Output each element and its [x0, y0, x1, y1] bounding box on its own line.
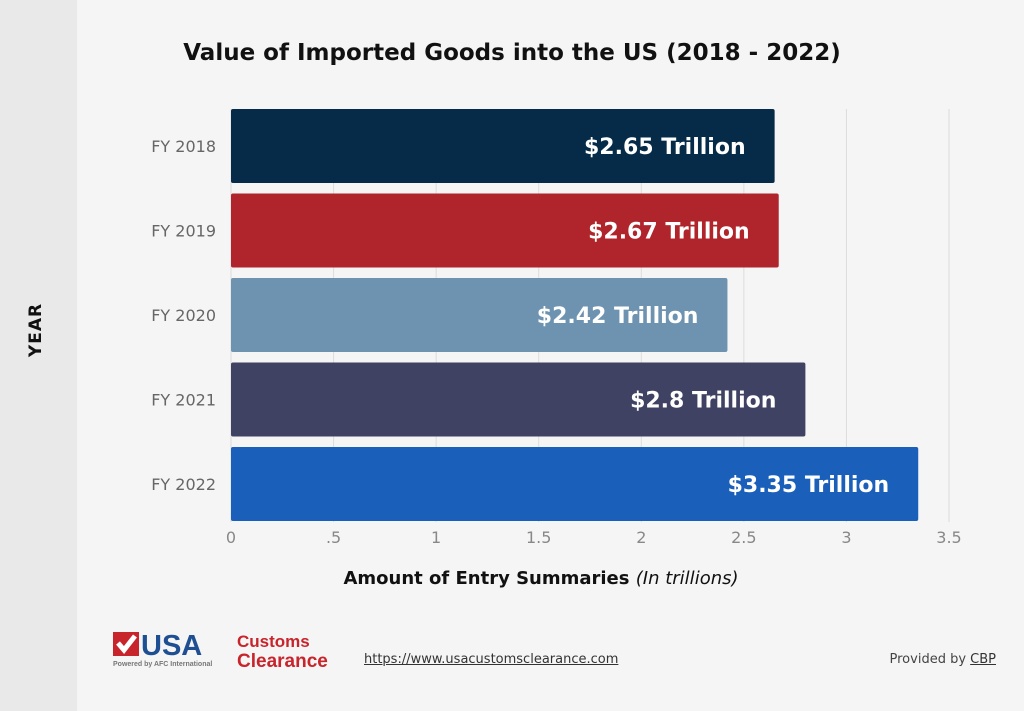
data-label: $3.35 Trillion	[728, 473, 890, 498]
logo-graphic: USA Customs Clearance Powered by AFC Int…	[113, 630, 328, 670]
x-tick-label: 3	[841, 528, 851, 547]
svg-text:Clearance: Clearance	[237, 651, 328, 670]
x-axis-label-text: Amount of Entry Summaries	[343, 568, 630, 589]
x-tick-label: 2.5	[731, 528, 756, 547]
provided-by: Provided by CBP	[890, 652, 996, 667]
bar	[231, 109, 775, 183]
data-label: $2.67 Trillion	[588, 220, 750, 245]
bar	[231, 447, 919, 521]
x-tick-label: 0	[226, 528, 236, 547]
y-tick-label: FY 2020	[151, 306, 216, 325]
chart-title: Value of Imported Goods into the US (201…	[0, 40, 1024, 66]
y-tick-label: FY 2021	[151, 391, 216, 410]
data-label: $2.65 Trillion	[584, 135, 746, 160]
bar	[231, 193, 779, 268]
y-tick-label: FY 2018	[151, 137, 216, 156]
x-tick-label: 1.5	[526, 528, 551, 547]
usa-customs-clearance-logo[interactable]: USA Customs Clearance Powered by AFC Int…	[113, 630, 343, 670]
y-tick-label: FY 2019	[151, 222, 216, 241]
x-axis-label-note: (In trillions)	[635, 568, 739, 589]
provided-by-label: Provided by	[889, 652, 971, 667]
x-tick-label: 2	[636, 528, 646, 547]
bar	[231, 278, 728, 352]
x-tick-label: 3.5	[936, 528, 961, 547]
data-label: $2.8 Trillion	[630, 389, 776, 414]
x-tick-label: 1	[431, 528, 441, 547]
chart-title-text: Value of Imported Goods into the US (201…	[183, 40, 841, 66]
data-label: $2.42 Trillion	[537, 304, 699, 329]
side-strip	[0, 0, 77, 711]
source-link[interactable]: CBP	[970, 652, 996, 667]
svg-text:USA: USA	[141, 630, 202, 662]
y-tick-label: FY 2022	[151, 475, 216, 494]
svg-text:Powered by AFC International: Powered by AFC International	[113, 661, 212, 668]
x-tick-label: .5	[326, 528, 341, 547]
svg-text:Customs: Customs	[237, 632, 310, 651]
x-axis-label: Amount of Entry Summaries (In trillions)	[231, 568, 851, 589]
website-link[interactable]: https://www.usacustomsclearance.com	[364, 652, 619, 667]
bar	[231, 362, 806, 437]
